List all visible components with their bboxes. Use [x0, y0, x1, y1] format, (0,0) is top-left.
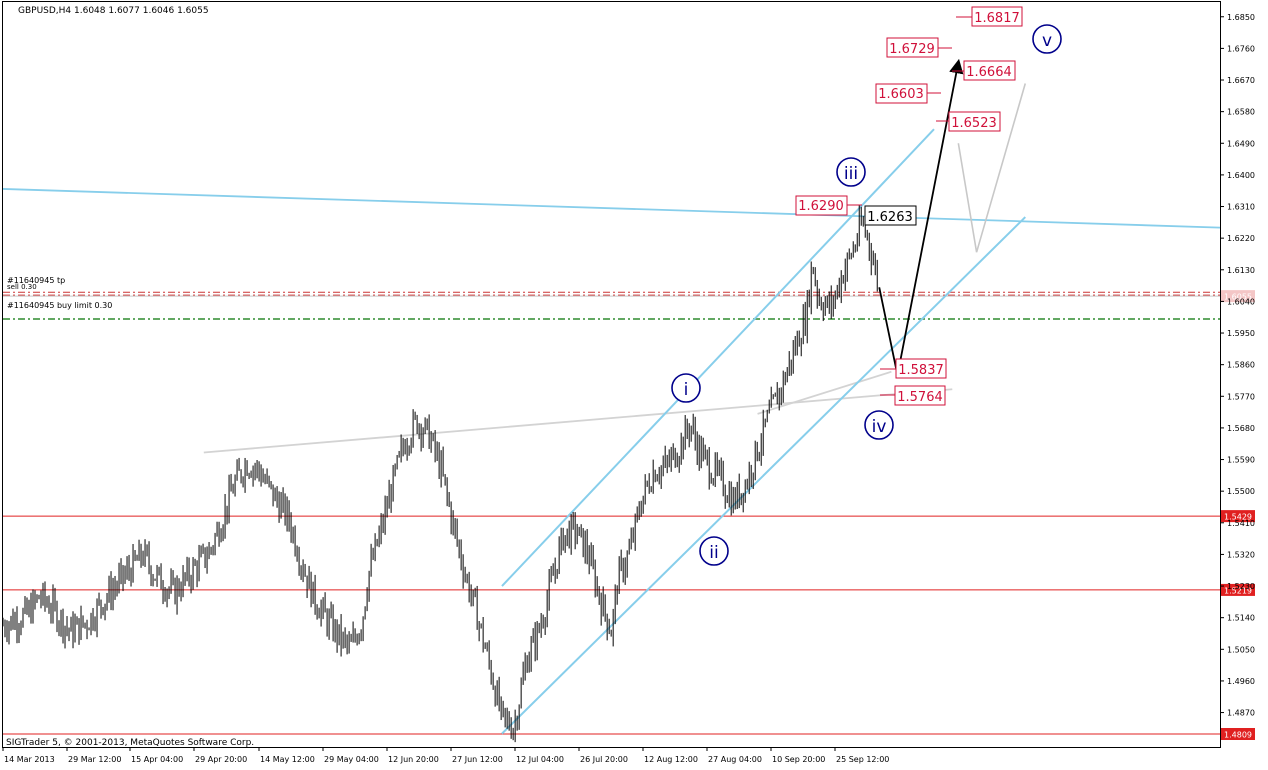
- target-1-5837[interactable]: 1.5837: [880, 358, 947, 379]
- target-1-6603[interactable]: 1.6603: [875, 83, 941, 104]
- y-tick-label: 1.5320: [1227, 550, 1255, 559]
- x-tick-label: 26 Jul 20:00: [580, 755, 628, 764]
- plot-area[interactable]: [2, 1, 1221, 748]
- x-tick-label: 27 Jun 12:00: [452, 755, 503, 764]
- copyright-text: SIGTrader 5, © 2001-2013, MetaQuotes Sof…: [6, 738, 254, 748]
- y-tick-label: 1.4870: [1227, 709, 1255, 718]
- y-tick-label: 1.5680: [1227, 424, 1255, 433]
- wave-label-ii: ii: [699, 536, 729, 566]
- target-1-6290[interactable]: 1.6290: [795, 195, 862, 216]
- level-price-tag-text: 1.4809: [1224, 730, 1252, 739]
- channel-line[interactable]: [501, 216, 1026, 735]
- projection-path: [957, 83, 1027, 253]
- y-tick-label: 1.5410: [1227, 519, 1255, 528]
- target-1-5837-text: 1.5837: [898, 363, 944, 378]
- x-tick-label: 27 Aug 04:00: [708, 755, 762, 764]
- y-tick-label: 1.6220: [1227, 234, 1255, 243]
- current-price-tag-text: 1.6055: [1224, 293, 1252, 302]
- target-1-5764-text: 1.5764: [897, 390, 943, 405]
- level-price-tag: [1221, 727, 1255, 740]
- horizontal-levels: 1.5429 1.5219 1.4809: [3, 510, 1255, 740]
- level-price-tag: [1221, 510, 1255, 523]
- y-tick-label: 1.6850: [1227, 13, 1255, 22]
- target-1-6729-text: 1.6729: [889, 42, 935, 57]
- current-price-1-6263-text: 1.6263: [867, 210, 913, 225]
- wave-label-v: v: [1032, 24, 1062, 54]
- target-1-6664-text: 1.6664: [966, 65, 1012, 80]
- target-1-6603-text: 1.6603: [878, 87, 924, 102]
- x-tick-label: 15 Apr 04:00: [131, 755, 183, 764]
- wave-label-v-text: v: [1042, 31, 1052, 51]
- wave-label-iii: iii: [836, 157, 866, 187]
- target-1-6290-text: 1.6290: [798, 199, 844, 214]
- order-buy-limit-label: #11640945 buy limit 0.30: [7, 301, 112, 310]
- y-tick-label: 1.6760: [1227, 44, 1255, 53]
- order-tp-label: #11640945 tp: [7, 276, 65, 285]
- y-tick-label: 1.5050: [1227, 645, 1255, 654]
- target-1-5764[interactable]: 1.5764: [880, 385, 946, 406]
- target-1-6664[interactable]: 1.6664: [952, 60, 1016, 81]
- level-price-tag-text: 1.5219: [1224, 586, 1252, 595]
- y-tick-label: 1.5230: [1227, 582, 1255, 591]
- wave-label-iii-text: iii: [844, 164, 858, 184]
- y-tick-label: 1.5500: [1227, 487, 1255, 496]
- x-tick-label: 14 May 12:00: [260, 755, 315, 764]
- wave-label-ii-text: ii: [709, 543, 718, 563]
- time-axis: 14 Mar 2013 29 Mar 12:00 15 Apr 04:00 29 Ap…: [2, 747, 889, 764]
- current-price-1-6263[interactable]: 1.6263: [864, 205, 917, 226]
- x-tick-label: 29 May 04:00: [324, 755, 379, 764]
- trend-line[interactable]: [757, 370, 892, 415]
- y-tick-label: 1.6670: [1227, 76, 1255, 85]
- x-tick-label: 25 Sep 12:00: [836, 755, 889, 764]
- x-tick-label: 14 Mar 2013: [4, 755, 55, 764]
- target-1-6817-text: 1.6817: [974, 11, 1020, 26]
- trend-line[interactable]: [2, 188, 1221, 229]
- wave-label-i: i: [671, 373, 701, 403]
- price-axis: 1.6850 1.6760 1.6670 1.6580 1.6490 1.6400 1.63…: [1220, 13, 1255, 718]
- order-lines: 1.6055: [3, 290, 1255, 320]
- target-1-6817[interactable]: 1.6817: [956, 6, 1023, 27]
- x-tick-label: 12 Aug 12:00: [644, 755, 698, 764]
- symbol-info: GBPUSD,H4 1.6048 1.6077 1.6046 1.6055: [18, 6, 209, 16]
- x-tick-label: 12 Jul 04:00: [516, 755, 564, 764]
- y-tick-label: 1.6400: [1227, 171, 1255, 180]
- level-price-tag-text: 1.5429: [1224, 513, 1252, 522]
- target-1-6523-text: 1.6523: [951, 116, 997, 131]
- y-tick-label: 1.5860: [1227, 361, 1255, 370]
- wave-label-i-text: i: [684, 380, 689, 400]
- y-tick-label: 1.6130: [1227, 266, 1255, 275]
- x-tick-label: 10 Sep 20:00: [772, 755, 825, 764]
- target-1-6523[interactable]: 1.6523: [936, 111, 1001, 132]
- target-1-6729[interactable]: 1.6729: [886, 37, 952, 58]
- y-tick-label: 1.6040: [1227, 297, 1255, 306]
- y-tick-label: 1.5950: [1227, 329, 1255, 338]
- y-tick-label: 1.6310: [1227, 203, 1255, 212]
- y-tick-label: 1.6580: [1227, 108, 1255, 117]
- y-tick-label: 1.5140: [1227, 614, 1255, 623]
- level-price-tag: [1221, 583, 1255, 596]
- y-tick-label: 1.6490: [1227, 139, 1255, 148]
- x-tick-label: 12 Jun 20:00: [388, 755, 439, 764]
- x-tick-label: 29 Apr 20:00: [195, 755, 247, 764]
- current-price-tag: [1221, 290, 1255, 303]
- wave-label-iv: iv: [864, 410, 894, 440]
- trend-lines: [2, 128, 1221, 735]
- y-tick-label: 1.5590: [1227, 456, 1255, 465]
- trend-line[interactable]: [203, 388, 953, 454]
- order-sell-label: sell 0.30: [7, 283, 37, 291]
- y-tick-label: 1.5770: [1227, 392, 1255, 401]
- y-tick-label: 1.4960: [1227, 677, 1255, 686]
- x-tick-label: 29 Mar 12:00: [68, 755, 121, 764]
- wave-label-iv-text: iv: [872, 417, 887, 437]
- candlesticks: [2, 204, 878, 743]
